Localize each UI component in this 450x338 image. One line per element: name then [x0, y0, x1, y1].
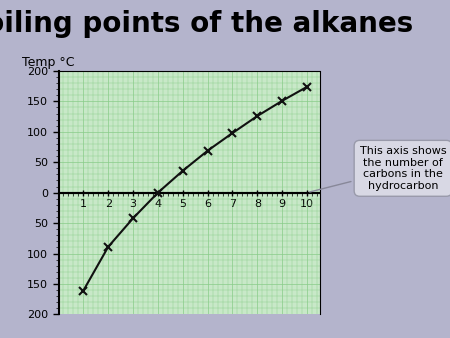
- Text: This axis shows
the number of
carbons in the
hydrocarbon: This axis shows the number of carbons in…: [310, 146, 446, 192]
- Text: Boiling points of the alkanes: Boiling points of the alkanes: [0, 10, 414, 38]
- Text: Temp °C: Temp °C: [22, 55, 74, 69]
